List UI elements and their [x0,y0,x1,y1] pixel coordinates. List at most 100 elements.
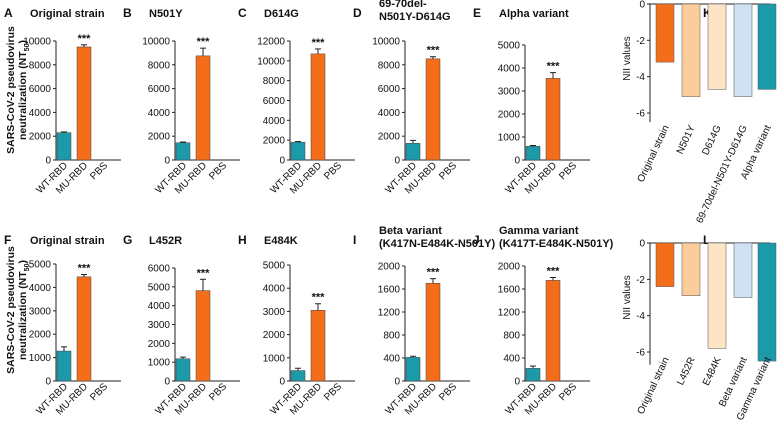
y-tick-label: 4000 [29,108,52,119]
bar [56,132,72,161]
x-tick-label: PBS [437,381,459,403]
y-tick-label: 2000 [263,136,286,147]
panel-letter: D [353,6,362,20]
panel-letter: A [4,6,13,20]
bar [310,309,326,382]
y-tick-label: 1200 [498,308,521,319]
panel-letter: K [703,6,712,20]
y-tick-label: 12000 [257,37,285,48]
panels: A Original strain0200040006000800010000WT… [4,0,777,422]
bar [525,145,541,161]
panel-title: 69-70del-N501Y-D614G [379,0,451,23]
panel-letter: E [473,6,481,20]
bar [56,350,72,382]
y-tick-label: 2000 [263,330,286,341]
significance-label: *** [427,267,441,279]
y-tick-label: 8000 [263,76,286,87]
ylabel-line2: neutralization (NT50) [17,260,31,360]
bar [175,142,191,161]
panel-letter: H [238,233,247,247]
nii-ylabel: NII values [622,36,633,80]
x-tick-label: Original strain [636,356,672,417]
y-tick-label: 5000 [263,261,286,272]
panel-e: E Alpha variant010002000300040005000WT-RB… [473,6,590,196]
bar [681,3,701,97]
y-tick-label: 3000 [29,306,52,317]
panel-letter: C [238,6,247,20]
x-tick-label: N501Y [675,123,698,156]
panel-title: D614G [264,8,299,20]
y-tick-label: 8000 [29,60,52,71]
y-tick-label: 5000 [29,260,52,271]
significance-label: *** [78,263,92,275]
y-tick-label: 0 [45,156,51,167]
y-tick-label: 0 [279,377,285,388]
significance-label: *** [312,37,326,49]
x-tick-label: PBS [88,160,110,182]
y-tick-label: 400 [383,354,400,365]
bar [310,53,326,161]
y-tick-label: -2 [636,36,645,47]
y-tick-label: 3000 [148,320,171,331]
y-tick-label: 5000 [148,282,171,293]
bar [290,141,306,161]
x-tick-label: PBS [322,381,344,403]
y-tick-label: -6 [636,348,645,359]
y-tick-label: 0 [164,377,170,388]
y-tick-label: 2000 [29,132,52,143]
significance-label: *** [312,292,326,304]
x-tick-label: PBS [207,160,229,182]
y-tick-label: 2000 [498,110,521,121]
y-tick-label: 3000 [263,307,286,318]
significance-label: *** [547,266,561,278]
y-tick-label: 1000 [29,353,52,364]
y-tick-label: 1600 [498,285,521,296]
y-tick-label: 2000 [378,262,401,273]
y-tick-label: 2000 [29,330,52,341]
y-tick-label: 4000 [378,108,401,119]
y-tick-label: 2000 [498,262,521,273]
y-tick-label: 1000 [263,353,286,364]
y-tick-label: 4000 [148,108,171,119]
bar [655,242,675,287]
bar [76,276,92,382]
x-tick-label: Original strain [636,124,672,185]
y-tick-label: 1000 [148,358,171,369]
y-tick-label: 400 [503,354,520,365]
y-tick-label: 10000 [23,37,51,48]
panel-k: K NII values 0 -2 -4 -6 Original strain N501Y D6… [622,0,777,225]
y-tick-label: 1200 [378,308,401,319]
y-tick-label: -4 [636,311,645,322]
bar [681,242,701,296]
significance-label: *** [427,45,441,57]
panel-g: G L452R0100020003000400050006000WT-RBDMU-… [123,233,240,417]
bar [76,46,92,161]
panel-i: I Beta variant (K417N-E484K-N501Y) 0 400 800 1… [353,225,495,417]
x-tick-label: D614G [700,123,723,157]
y-tick-label: 10000 [257,56,285,67]
y-tick-label: 10000 [372,37,400,48]
panel-letter: I [353,233,356,247]
panel-title: E484K [264,235,298,247]
y-tick-label: 5000 [498,41,521,52]
y-tick-label: 0 [514,156,520,167]
nii-ylabel: NII values [622,275,633,319]
x-tick-label: PBS [557,160,579,182]
y-tick-label: 2000 [148,339,171,350]
panel-title: Gamma variant (K417T-E484K-N501Y) [499,225,614,250]
bar [195,290,211,382]
bar [733,242,753,298]
bar [655,3,675,63]
y-tick-label: 6000 [29,84,52,95]
panel-letter: B [123,6,132,20]
y-tick-label: 800 [383,331,400,342]
bar [290,370,306,382]
bar [757,242,777,362]
panel-d: D 69-70del-N501Y-D614G 0 2000 4000 6000 8000 10… [353,0,470,196]
y-tick-label: 2000 [148,132,171,143]
bar [757,3,777,90]
significance-label: *** [547,61,561,73]
bar [525,368,541,382]
ylabel-top: SARS-CoV-2 pseudovirus neutralization (N… [5,26,31,154]
x-tick-label: PBS [557,381,579,403]
